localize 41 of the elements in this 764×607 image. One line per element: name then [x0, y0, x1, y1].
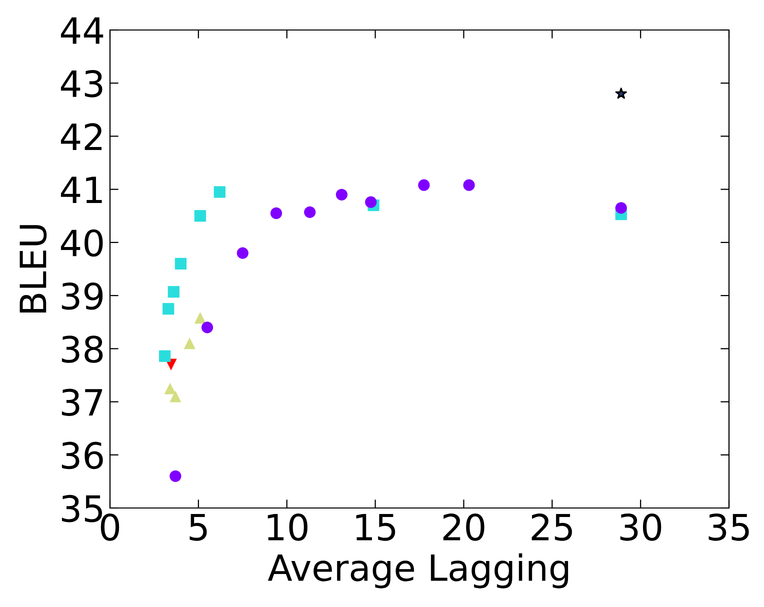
y-tick-label: 37 [62, 388, 102, 416]
y-tick-label: 42 [60, 123, 102, 150]
y-tick-label: 36 [62, 442, 103, 470]
point [174, 258, 187, 270]
y-tick-label: 40 [60, 229, 103, 257]
x-tick-label: 5 [190, 514, 207, 541]
point [418, 179, 430, 191]
x-tick-label: 35 [708, 514, 749, 541]
point [170, 390, 182, 402]
point [184, 338, 196, 350]
point [168, 286, 180, 298]
point [164, 382, 176, 394]
y-tick-label: 35 [62, 494, 102, 522]
point [615, 202, 627, 214]
point [170, 470, 182, 482]
point [304, 206, 316, 218]
x-tick-label: 10 [268, 514, 308, 541]
point [463, 179, 475, 191]
x-tick-label: 30 [620, 514, 662, 541]
x-axis-title: Average Lagging [268, 553, 568, 588]
y-tick-label: 39 [62, 282, 103, 310]
y-axis-title: BLEU [20, 225, 47, 313]
point [162, 303, 174, 315]
point [615, 88, 627, 99]
point [236, 247, 248, 259]
point [201, 322, 214, 334]
point [365, 196, 377, 208]
x-tick-label: 15 [356, 514, 396, 541]
point [336, 188, 348, 200]
x-tick-label: 20 [443, 514, 484, 541]
x-tick-label: 0 [100, 514, 120, 541]
y-tick-label: 41 [60, 176, 102, 204]
point [194, 210, 206, 222]
x-tick-label: 25 [532, 514, 572, 541]
point [194, 312, 206, 324]
y-tick-label: 44 [60, 17, 104, 44]
y-tick-label: 43 [60, 70, 102, 98]
y-tick-label: 38 [62, 336, 103, 363]
point [214, 186, 226, 198]
point [159, 350, 171, 362]
point [270, 207, 282, 220]
